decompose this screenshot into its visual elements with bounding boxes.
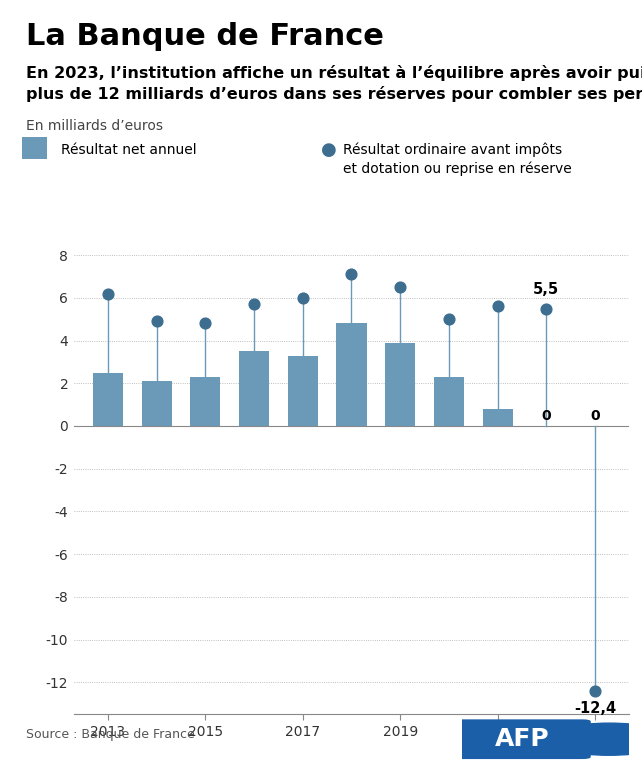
Point (249, 298, 259, 310)
Bar (190, 377, 220, 426)
Text: -12,4: -12,4 (574, 701, 616, 717)
Point (200, 317, 211, 329)
Text: 0: 0 (542, 409, 551, 423)
Point (444, 313, 454, 326)
Text: 0: 0 (590, 409, 600, 423)
Text: Source : Banque de France: Source : Banque de France (26, 728, 195, 741)
Bar (336, 323, 367, 426)
Text: ●: ● (321, 141, 337, 159)
Point (590, 684, 600, 697)
Point (347, 268, 357, 280)
Bar (483, 409, 513, 426)
Text: La Banque de France: La Banque de France (26, 22, 383, 51)
Point (541, 303, 551, 315)
Point (152, 315, 162, 327)
Point (298, 292, 308, 304)
Point (492, 300, 503, 313)
Text: Résultat net annuel: Résultat net annuel (61, 143, 196, 157)
Bar (385, 343, 415, 426)
Text: Résultat ordinaire avant impôts
et dotation ou reprise en réserve: Résultat ordinaire avant impôts et dotat… (343, 143, 572, 177)
Point (103, 287, 113, 300)
Bar (288, 356, 318, 426)
FancyBboxPatch shape (454, 720, 591, 759)
Text: En milliards d’euros: En milliards d’euros (26, 119, 162, 133)
Bar (93, 372, 123, 426)
Bar (141, 381, 172, 426)
Point (395, 281, 405, 293)
Circle shape (546, 723, 642, 755)
Bar (434, 377, 464, 426)
Text: 5,5: 5,5 (534, 282, 559, 296)
Text: En 2023, l’institution affiche un résultat à l’équilibre après avoir puisé
plus : En 2023, l’institution affiche un résult… (26, 65, 642, 102)
Bar (239, 351, 269, 426)
Text: AFP: AFP (495, 727, 550, 751)
